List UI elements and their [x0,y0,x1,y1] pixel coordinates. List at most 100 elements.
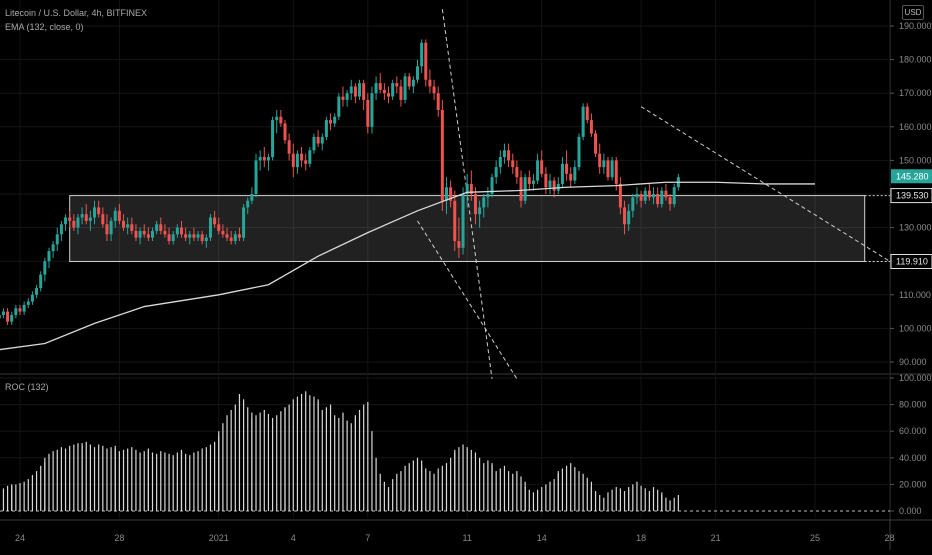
candle-up [233,234,237,242]
candle-down [647,190,651,198]
candle-down [552,180,556,191]
candle-down [279,116,283,124]
candle-down [122,220,126,228]
candle-up [155,224,159,231]
candle-up [80,214,84,218]
candle-up [486,194,490,198]
candle-up [55,234,59,245]
candle-up [35,288,39,295]
price-level-layer [864,195,890,263]
candle-down [515,167,519,178]
candle-up [204,237,208,242]
candle-down [664,190,668,198]
price-level-label: 139.530 [896,191,929,201]
time-tick-label: 11 [463,533,472,543]
symbol-legend[interactable]: Litecoin / U.S. Dollar, 4h, BITFINEX [5,8,148,18]
candle-up [548,180,552,188]
price-tick-label: 190.000 [899,21,932,31]
candle-down [72,220,76,228]
candle-down [229,237,233,242]
candle-up [126,224,130,228]
candle-up [416,66,419,80]
candle-down [589,120,593,134]
candle-down [163,230,167,235]
candle-up [175,227,179,235]
candle-down [656,194,660,205]
candle-down [440,110,444,201]
candle-down [473,194,477,215]
ema-line [0,181,815,351]
candle-down [395,83,399,87]
time-tick-label: 4 [291,533,296,543]
candle-down [585,106,589,121]
candle-up [444,187,448,201]
candle-down [167,234,171,242]
candle-down [200,234,204,242]
candle-down [341,96,345,100]
candle-up [536,160,540,181]
candle-down [225,234,229,238]
roc-tick-label: 60.000 [899,426,927,436]
candle-up [478,207,482,215]
currency-badge[interactable]: USD [902,5,924,20]
candle-up [333,116,337,124]
candle-down [519,177,523,201]
candle-down [316,136,320,144]
candle-down [569,173,573,181]
candle-down [130,224,134,231]
roc-legend[interactable]: ROC (132) [5,382,49,392]
candle-up [635,194,639,198]
time-tick-label: 25 [810,533,820,543]
candle-up [295,153,299,168]
candle-up [320,136,324,144]
last-price-tag [891,169,932,184]
price-tags: 139.530 119.910 145.280 [890,169,932,270]
last-price-label: 145.280 [896,171,929,181]
candle-down [623,207,627,225]
candle-down [291,153,295,168]
candle-up [577,136,581,168]
candle-down [213,217,217,225]
candle-up [51,244,55,252]
candle-up [26,301,30,305]
candle-down [453,200,457,242]
candle-up [266,157,270,161]
time-tick-label: 2021 [209,533,229,543]
candle-up [531,180,535,184]
candle-up [502,150,506,158]
candle-down [217,224,221,231]
candle-up [138,230,142,238]
ema-legend[interactable]: EMA (132, close, 0) [5,22,84,32]
candle-up [490,177,494,194]
trendline [417,220,518,380]
candle-down [18,308,22,312]
candle-down [283,123,287,141]
candle-up [242,207,246,238]
candle-up [250,194,254,201]
candle-down [101,214,105,225]
candle-up [672,187,676,205]
candle-up [0,314,1,319]
candle-down [192,234,196,238]
candle-up [370,93,374,127]
candle-down [134,230,138,238]
candle-down [6,311,10,322]
price-tick-label: 100.000 [899,323,932,333]
time-tick-label: 28 [114,533,124,543]
candle-up [660,190,664,205]
candle-down [221,230,225,235]
candle-down [84,214,88,221]
candle-up [420,42,424,67]
candle-down [457,241,461,248]
candle-down [618,183,622,208]
candle-up [59,224,63,235]
candle-down [304,160,308,164]
candle-up [324,120,328,137]
candle-down [449,187,453,201]
candle-down [407,76,411,87]
candle-up [271,120,275,158]
candle-down [527,177,531,184]
